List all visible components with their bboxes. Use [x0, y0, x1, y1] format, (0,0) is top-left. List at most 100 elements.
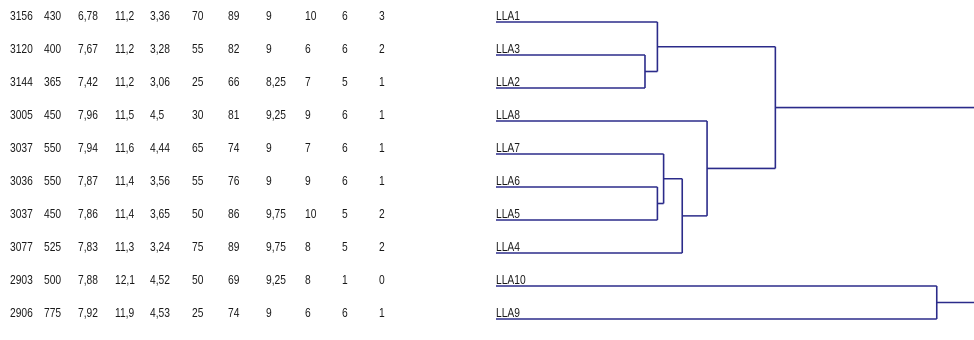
table-cell: 81 [228, 108, 240, 122]
table-cell: 7,83 [78, 240, 98, 254]
table-row: 3037 450 7,86 11,4 3,65 50 86 9,75 10 5 2 [0, 204, 540, 224]
leaf-label: LLA3 [496, 42, 520, 56]
table-row: 3036 550 7,87 11,4 3,56 55 76 9 9 6 1 [0, 171, 540, 191]
leaf-label: LLA4 [496, 240, 520, 254]
table-cell: 7,92 [78, 306, 98, 320]
table-row: 3156 430 6,78 11,2 3,36 70 89 9 10 6 3 [0, 6, 540, 26]
table-cell: 11,2 [115, 9, 135, 23]
table-row: 3144 365 7,42 11,2 3,06 25 66 8,25 7 5 1 [0, 72, 540, 92]
table-cell: 9,25 [266, 108, 286, 122]
table-cell: 7,96 [78, 108, 98, 122]
table-cell: 7 [305, 75, 311, 89]
table-cell: 69 [228, 273, 240, 287]
leaf-label: LLA9 [496, 306, 520, 320]
table-cell: 1 [379, 174, 385, 188]
table-cell: 55 [192, 174, 204, 188]
table-cell: 1 [379, 141, 385, 155]
table-cell: 365 [44, 75, 62, 89]
table-cell: 11,4 [115, 207, 135, 221]
table-cell: 525 [44, 240, 62, 254]
table-cell: 3156 [10, 9, 33, 23]
table-cell: 89 [228, 240, 240, 254]
table-cell: 2 [379, 42, 385, 56]
table-cell: 6 [342, 306, 348, 320]
table-cell: 2 [379, 240, 385, 254]
leaf-label: LLA8 [496, 108, 520, 122]
table-cell: 550 [44, 141, 62, 155]
table-cell: 6 [342, 9, 348, 23]
table-cell: 11,3 [115, 240, 135, 254]
table-cell: 11,5 [115, 108, 135, 122]
table-cell: 2 [379, 207, 385, 221]
leaf-label: LLA10 [496, 273, 526, 287]
table-cell: 74 [228, 306, 240, 320]
table-cell: 7,86 [78, 207, 98, 221]
table-cell: 4,53 [150, 306, 170, 320]
table-cell: 1 [379, 75, 385, 89]
table-cell: 9 [266, 141, 272, 155]
table-cell: 2903 [10, 273, 33, 287]
table-cell: 3037 [10, 207, 33, 221]
table-cell: 55 [192, 42, 204, 56]
table-cell: 74 [228, 141, 240, 155]
table-cell: 76 [228, 174, 240, 188]
table-cell: 400 [44, 42, 62, 56]
table-cell: 75 [192, 240, 204, 254]
table-cell: 30 [192, 108, 204, 122]
table-cell: 4,5 [150, 108, 165, 122]
table-cell: 6 [342, 174, 348, 188]
leaf-label: LLA6 [496, 174, 520, 188]
table-cell: 11,2 [115, 42, 135, 56]
table-cell: 7,42 [78, 75, 98, 89]
table-cell: 50 [192, 207, 204, 221]
table-cell: 4,52 [150, 273, 170, 287]
table-cell: 3,06 [150, 75, 170, 89]
table-cell: 50 [192, 273, 204, 287]
table-cell: 7,67 [78, 42, 98, 56]
table-cell: 3,56 [150, 174, 170, 188]
table-cell: 450 [44, 207, 62, 221]
table-cell: 3005 [10, 108, 33, 122]
table-row: 3037 550 7,94 11,6 4,44 65 74 9 7 6 1 [0, 138, 540, 158]
leaf-label: LLA1 [496, 9, 520, 23]
table-cell: 86 [228, 207, 240, 221]
table-cell: 7,88 [78, 273, 98, 287]
table-cell: 1 [379, 108, 385, 122]
table-cell: 66 [228, 75, 240, 89]
leaf-label: LLA2 [496, 75, 520, 89]
table-cell: 6 [305, 306, 311, 320]
table-cell: 6 [342, 141, 348, 155]
table-cell: 70 [192, 9, 204, 23]
table-cell: 3120 [10, 42, 33, 56]
table-cell: 9,25 [266, 273, 286, 287]
table-cell: 6 [342, 108, 348, 122]
table-cell: 450 [44, 108, 62, 122]
table-cell: 11,6 [115, 141, 135, 155]
table-cell: 82 [228, 42, 240, 56]
table-row: 2906 775 7,92 11,9 4,53 25 74 9 6 6 1 [0, 303, 540, 323]
table-cell: 11,4 [115, 174, 135, 188]
leaf-label: LLA5 [496, 207, 520, 221]
table-cell: 550 [44, 174, 62, 188]
table-row: 3077 525 7,83 11,3 3,24 75 89 9,75 8 5 2 [0, 237, 540, 257]
table-cell: 6,78 [78, 9, 98, 23]
table-cell: 6 [305, 42, 311, 56]
table-row: 2903 500 7,88 12,1 4,52 50 69 9,25 8 1 0 [0, 270, 540, 290]
table-cell: 89 [228, 9, 240, 23]
table-cell: 10 [305, 9, 317, 23]
table-cell: 9 [266, 9, 272, 23]
table-cell: 7,87 [78, 174, 98, 188]
table-cell: 775 [44, 306, 62, 320]
table-cell: 3037 [10, 141, 33, 155]
table-cell: 4,44 [150, 141, 170, 155]
table-cell: 9 [266, 306, 272, 320]
table-cell: 7,94 [78, 141, 98, 155]
table-cell: 6 [342, 42, 348, 56]
table-cell: 3077 [10, 240, 33, 254]
table-cell: 9,75 [266, 240, 286, 254]
table-cell: 1 [342, 273, 348, 287]
table-cell: 25 [192, 306, 204, 320]
table-cell: 8 [305, 273, 311, 287]
table-cell: 9 [266, 42, 272, 56]
